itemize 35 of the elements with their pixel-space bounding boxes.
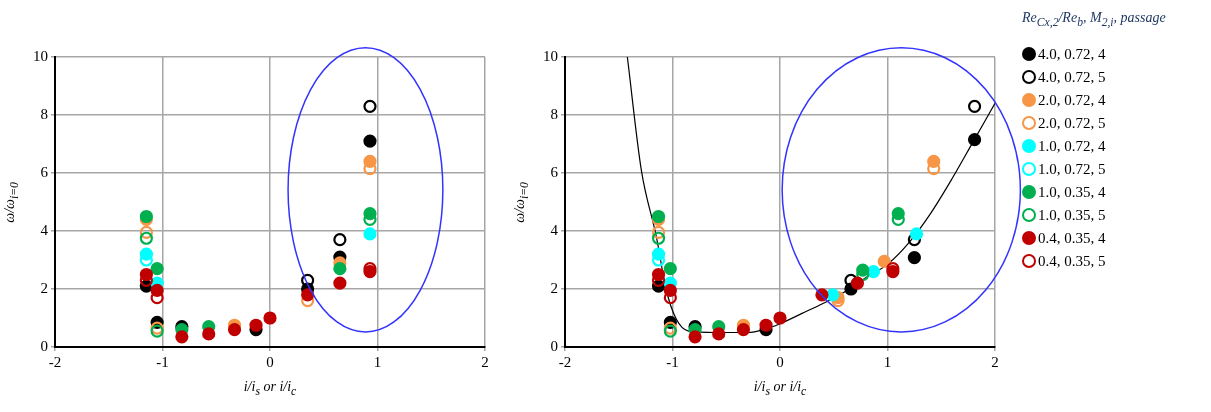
legend-label: 4.0, 0.72, 4 [1038, 45, 1106, 63]
y-tick-label: 4 [550, 221, 559, 238]
x-tick-label: 2 [991, 353, 999, 370]
x-tick-label: 1 [373, 353, 382, 370]
x-tick-label: 0 [266, 353, 274, 370]
x-tick-label: 0 [776, 353, 784, 370]
legend-label: 1.0, 0.72, 5 [1038, 160, 1106, 178]
x-tick-label: 1 [883, 353, 892, 370]
legend-label: 1.0, 0.35, 5 [1038, 206, 1106, 224]
legend-label: 0.4, 0.35, 5 [1038, 252, 1106, 270]
legend-label: 1.0, 0.35, 4 [1038, 183, 1106, 201]
y-tick-label: 2 [550, 279, 558, 296]
x-tick-label: -1 [666, 353, 679, 370]
x-tick-label: 2 [481, 353, 489, 370]
y-tick-label: 2 [40, 279, 48, 296]
legend-label: 4.0, 0.72, 5 [1038, 68, 1106, 86]
x-tick-label: -1 [156, 353, 169, 370]
y-tick-label: 10 [543, 47, 558, 64]
legend-label: 0.4, 0.35, 4 [1038, 229, 1106, 247]
x-axis-title: i/i$_{s}$ or i/i$_{c}$ [243, 379, 297, 398]
x-tick-label: -2 [558, 353, 572, 370]
y-tick-label: 10 [33, 47, 48, 64]
x-tick-label: -2 [48, 353, 62, 370]
legend-label: 2.0, 0.72, 5 [1038, 114, 1106, 132]
legend-label: 2.0, 0.72, 4 [1038, 91, 1106, 109]
y-tick-label: 4 [40, 221, 49, 238]
y-tick-label: 8 [40, 105, 48, 122]
y-tick-label: 0 [40, 337, 48, 354]
y-tick-label: 6 [40, 163, 49, 180]
y-tick-label: 0 [550, 337, 558, 354]
legend-title: Re$_{Cx,2}$/Re$_{b}$, M$_{2,i}$, passage [1022, 10, 1166, 29]
legend-label: 1.0, 0.72, 4 [1038, 137, 1106, 155]
x-axis-title: i/i$_{s}$ or i/i$_{c}$ [753, 379, 807, 398]
y-tick-label: 8 [550, 105, 558, 122]
y-tick-label: 6 [550, 163, 559, 180]
